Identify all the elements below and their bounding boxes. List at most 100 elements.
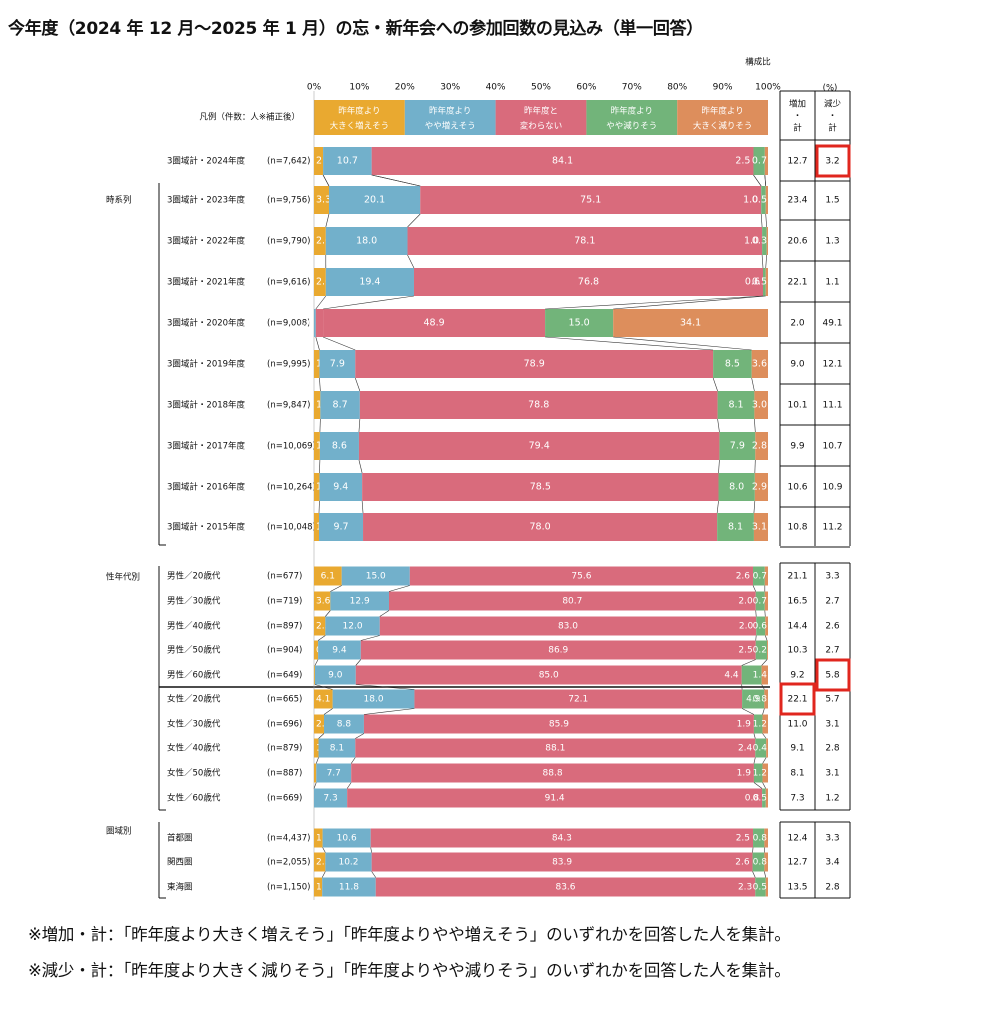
row-label: 3圏域計・2020年度 bbox=[167, 318, 246, 329]
connector-line bbox=[325, 213, 330, 228]
decrease-total-value: 2.8 bbox=[825, 883, 840, 893]
bar-value-label: 0.8 bbox=[753, 695, 768, 705]
connector-line bbox=[752, 871, 756, 878]
bar-value-label: 83.9 bbox=[552, 858, 572, 868]
bar-value-label: 9.0 bbox=[328, 671, 343, 681]
bar-value-label: 3.6 bbox=[752, 359, 767, 370]
connector-line bbox=[363, 708, 415, 715]
bar-value-label: 0.8 bbox=[753, 858, 768, 868]
bar-segment bbox=[318, 513, 364, 541]
bar-segment bbox=[325, 852, 372, 872]
bar-value-label: 4.4 bbox=[724, 671, 739, 681]
connector-line bbox=[317, 635, 326, 641]
bar-value-label: 78.1 bbox=[574, 236, 595, 247]
bar-value-label: 12.0 bbox=[343, 622, 363, 632]
increase-total-value: 12.4 bbox=[787, 834, 807, 844]
row-label: 女性／20歳代 bbox=[167, 694, 221, 705]
connector-line bbox=[323, 708, 333, 715]
row-n: (n=669) bbox=[267, 794, 302, 804]
connector-line bbox=[371, 871, 376, 878]
connector-line bbox=[361, 500, 364, 514]
connector-line bbox=[318, 733, 325, 739]
decrease-total-value: 2.7 bbox=[825, 597, 839, 607]
page-title: 今年度（2024 年 12 月〜2025 年 1 月）の忘・新年会への参加回数の… bbox=[8, 19, 703, 39]
bar-value-label: 2.2 bbox=[316, 720, 330, 730]
summary-header: 増加 bbox=[789, 99, 806, 110]
row-n: (n=904) bbox=[267, 646, 302, 656]
connector-line bbox=[764, 871, 767, 878]
bar-segment bbox=[363, 513, 718, 541]
increase-total-value: 8.1 bbox=[790, 769, 804, 779]
bar-segment bbox=[764, 147, 768, 175]
stacked-bar-chart: 構成比 (%) 0% 10% 20% 30% 40% 50% 60% 70% 80% 90% 100% 凡… bbox=[106, 57, 851, 900]
x-tick-label: 70% bbox=[622, 83, 642, 93]
row-label: 男性／20歳代 bbox=[167, 571, 221, 582]
bar-segment bbox=[314, 877, 323, 897]
decrease-total-value: 5.8 bbox=[825, 671, 840, 681]
decrease-total-value: 3.3 bbox=[825, 572, 839, 582]
bar-value-label: 48.9 bbox=[424, 318, 445, 329]
connector-line bbox=[753, 782, 763, 789]
bar-segment bbox=[767, 640, 768, 660]
bar-value-label: 8.1 bbox=[330, 744, 344, 754]
row-label: 男性／50歳代 bbox=[167, 645, 221, 656]
bar-segment bbox=[753, 763, 763, 783]
bar-segment bbox=[420, 186, 762, 214]
connector-line bbox=[762, 708, 765, 715]
decrease-total-value: 49.1 bbox=[822, 319, 842, 329]
row-n: (n=7,642) bbox=[267, 157, 310, 167]
bar-value-label: 9.4 bbox=[332, 646, 347, 656]
bar-segment bbox=[314, 227, 326, 255]
connector-line bbox=[358, 418, 361, 433]
bar-value-label: 85.9 bbox=[549, 720, 569, 730]
bar-segment bbox=[314, 689, 333, 709]
bar-value-label: 2.3 bbox=[738, 883, 752, 893]
bar-segment bbox=[719, 432, 756, 460]
bar-value-label: 78.8 bbox=[528, 400, 549, 411]
increase-total-value: 10.1 bbox=[787, 401, 807, 411]
increase-total-value: 10.3 bbox=[787, 646, 807, 656]
connector-line bbox=[765, 254, 767, 269]
bar-value-label: 8.6 bbox=[332, 441, 347, 452]
bar-value-label: 0.5 bbox=[753, 883, 767, 893]
bar-value-label: 2.0 bbox=[738, 597, 753, 607]
bar-value-label: 80.7 bbox=[562, 597, 582, 607]
bar-segment bbox=[375, 877, 756, 897]
legend-label: 昨年度と bbox=[524, 106, 558, 117]
bar-segment bbox=[314, 566, 342, 586]
row-label: 3圏域計・2019年度 bbox=[167, 359, 246, 370]
bar-segment bbox=[756, 616, 766, 636]
bar-segment bbox=[363, 714, 754, 734]
decrease-total-value: 10.7 bbox=[822, 442, 842, 452]
summary-header: 減少 bbox=[824, 99, 842, 110]
bar-segment bbox=[355, 665, 742, 685]
row-label: 男性／60歳代 bbox=[167, 670, 221, 681]
row-n: (n=2,055) bbox=[267, 858, 310, 868]
bar-segment bbox=[755, 432, 768, 460]
summary-header: 計 bbox=[828, 123, 837, 134]
bar-value-label: 3.3 bbox=[316, 195, 331, 206]
bar-segment bbox=[765, 268, 768, 296]
bar-value-label: 0.5 bbox=[752, 277, 767, 288]
bar-segment bbox=[764, 689, 768, 709]
connector-line bbox=[765, 213, 767, 228]
bar-value-label: 88.8 bbox=[543, 769, 563, 779]
axis-caption: 構成比 bbox=[745, 57, 771, 68]
bar-segment bbox=[355, 350, 714, 378]
connector-line bbox=[323, 295, 415, 310]
row-label: 関西圏 bbox=[167, 858, 193, 868]
bar-value-label: 78.0 bbox=[530, 522, 551, 533]
connector-line bbox=[712, 377, 718, 392]
bar-segment bbox=[717, 513, 754, 541]
bar-segment bbox=[409, 566, 754, 586]
connector-line bbox=[370, 847, 372, 853]
bar-value-label: 15.0 bbox=[366, 572, 386, 582]
connector-line bbox=[751, 377, 755, 392]
row-label: 女性／40歳代 bbox=[167, 743, 221, 754]
connector-line bbox=[760, 213, 763, 228]
bar-value-label: 2.5 bbox=[736, 834, 750, 844]
connector-line bbox=[741, 659, 756, 666]
bar-value-label: 9.7 bbox=[333, 522, 348, 533]
bar-segment bbox=[318, 738, 356, 758]
row-n: (n=9,756) bbox=[267, 196, 310, 206]
